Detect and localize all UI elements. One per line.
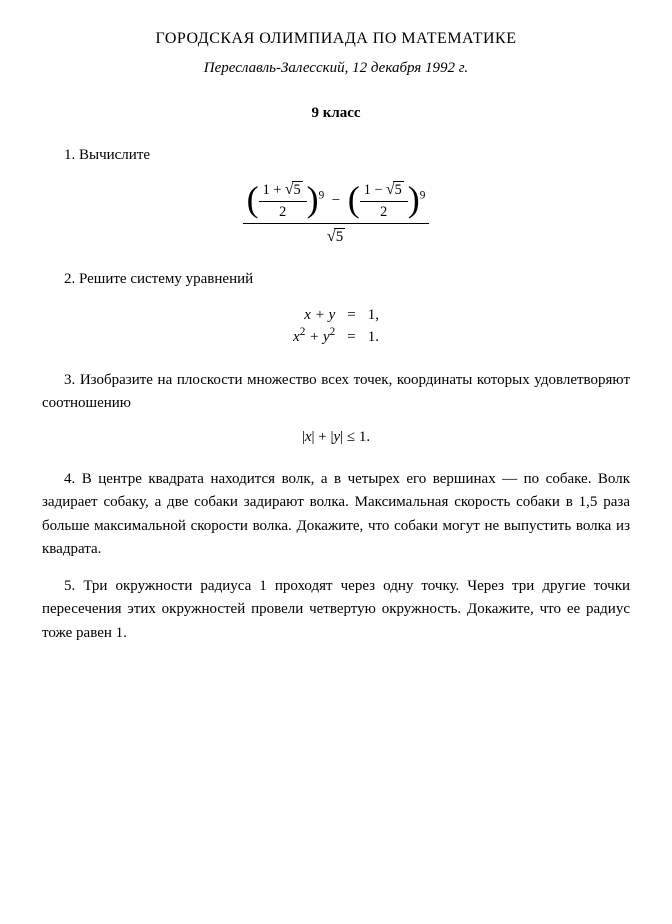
problem-statement: Вычислите xyxy=(79,147,150,163)
problem-4-text: 4. В центре квадрата находится волк, а в… xyxy=(42,468,630,561)
problem-3: 3. Изобразите на плоскости множество все… xyxy=(42,369,630,416)
page-subtitle: Переславль-Залесский, 12 декабря 1992 г. xyxy=(42,60,630,77)
problem-number: 3. xyxy=(64,372,75,388)
problem-1: 1. Вычислите xyxy=(42,144,630,167)
problem-number: 4. xyxy=(64,471,75,487)
problem-5-text: 5. Три окружности радиуса 1 проходят чер… xyxy=(42,575,630,645)
page: ГОРОДСКАЯ ОЛИМПИАДА ПО МАТЕМАТИКЕ Пересл… xyxy=(0,0,672,699)
problem-statement: Три окружности радиуса 1 проходят через … xyxy=(42,578,630,641)
problem-3-text: 3. Изобразите на плоскости множество все… xyxy=(42,369,630,416)
problem-1-text: 1. Вычислите xyxy=(42,144,150,167)
problem-number: 2. xyxy=(64,271,75,287)
grade-heading: 9 класс xyxy=(42,105,630,122)
problem-2-text: 2. Решите систему уравнений xyxy=(42,268,253,291)
problem-statement: В центре квадрата находится волк, а в че… xyxy=(42,471,630,557)
problem-5: 5. Три окружности радиуса 1 проходят чер… xyxy=(42,575,630,645)
problem-2: 2. Решите систему уравнений xyxy=(42,268,630,291)
problem-4: 4. В центре квадрата находится волк, а в… xyxy=(42,468,630,561)
page-title: ГОРОДСКАЯ ОЛИМПИАДА ПО МАТЕМАТИКЕ xyxy=(42,30,630,48)
problem-statement: Изобразите на плоскости множество всех т… xyxy=(42,372,630,411)
problem-statement: Решите систему уравнений xyxy=(79,271,253,287)
problem-2-formula: x + y = 1, x2 + y2 = 1. xyxy=(42,306,630,347)
problem-1-formula: ( 1 + √5 2 )9 − ( 1 − √5 2 )9 √5 xyxy=(42,181,630,246)
problem-number: 1. xyxy=(64,147,75,163)
problem-3-formula: |x| + |y| ≤ 1. xyxy=(42,429,630,446)
problem-number: 5. xyxy=(64,578,75,594)
